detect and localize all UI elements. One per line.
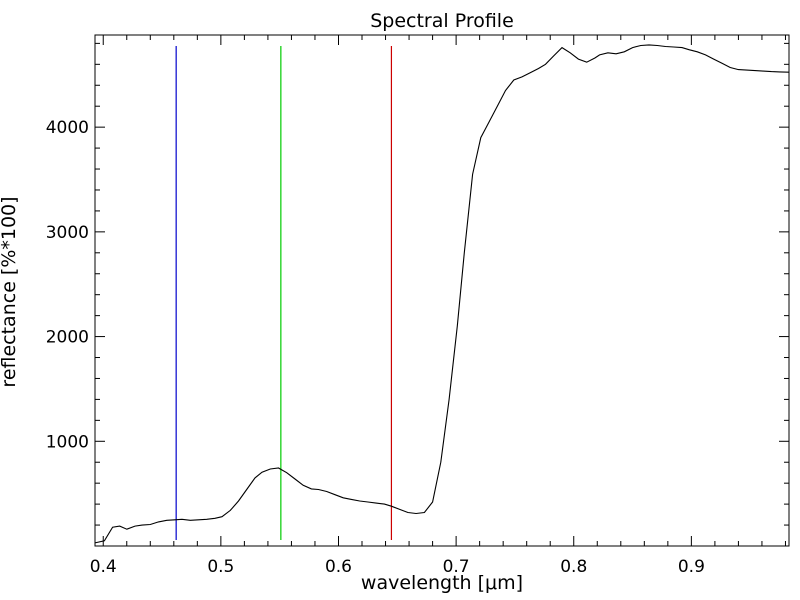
x-tick-label-4: 0.8 xyxy=(560,557,587,577)
tick-labels: 0.4 0.5 0.6 0.7 0.8 0.9 1000 2000 3000 4000 xyxy=(46,118,705,577)
x-axis-label: wavelength [μm] xyxy=(361,572,523,594)
series-group xyxy=(94,44,790,544)
chart-title: Spectral Profile xyxy=(370,10,514,32)
x-tick-label-0: 0.4 xyxy=(90,557,117,577)
series-line-0 xyxy=(94,44,790,544)
y-tick-label-3: 4000 xyxy=(46,118,89,138)
x-tick-label-1: 0.5 xyxy=(207,557,234,577)
axis-ticks xyxy=(95,35,789,546)
x-tick-label-5: 0.9 xyxy=(678,557,705,577)
x-tick-label-3: 0.7 xyxy=(443,557,470,577)
y-tick-label-1: 2000 xyxy=(46,328,89,348)
x-tick-label-2: 0.6 xyxy=(325,557,352,577)
plot-frame xyxy=(94,34,790,547)
y-axis-label: reflectance [%*100] xyxy=(0,196,20,387)
y-tick-label-0: 1000 xyxy=(46,432,89,452)
y-tick-label-2: 3000 xyxy=(46,223,89,243)
band-markers xyxy=(175,46,393,540)
